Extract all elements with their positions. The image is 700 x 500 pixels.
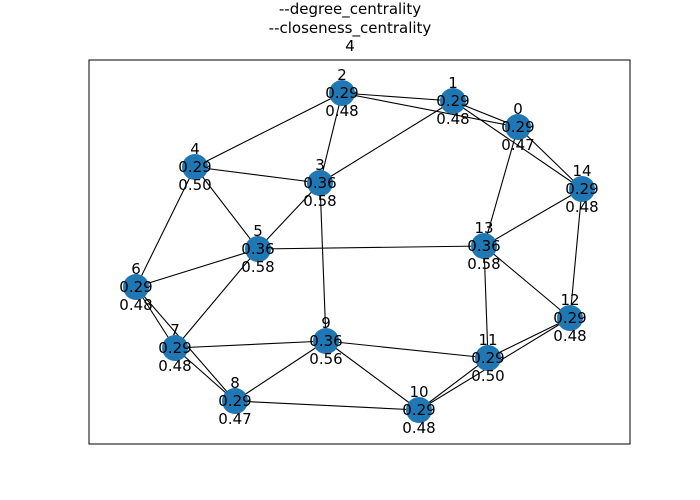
title-line-3: 4 <box>345 37 355 55</box>
edge-12-14 <box>569 188 583 319</box>
node-id-label-11: 11 <box>478 331 497 349</box>
edge-4-5 <box>194 166 259 250</box>
node-id-label-14: 14 <box>572 162 591 180</box>
node-id-label-8: 8 <box>230 374 240 392</box>
node-closeness-label-13: 0.58 <box>467 255 500 273</box>
edge-9-10 <box>325 340 420 411</box>
edge-7-9 <box>174 340 327 349</box>
node-id-label-10: 10 <box>409 383 428 401</box>
edge-1-3 <box>319 100 454 184</box>
edge-5-13 <box>257 245 485 250</box>
node-1 <box>440 88 466 114</box>
node-id-label-3: 3 <box>315 156 325 174</box>
node-5 <box>245 236 271 262</box>
node-closeness-label-0: 0.47 <box>501 136 534 154</box>
node-id-label-9: 9 <box>321 314 331 332</box>
edge-0-13 <box>483 126 519 247</box>
node-degree-label-10: 0.29 <box>402 401 435 419</box>
edge-0-14 <box>517 126 583 190</box>
node-id-label-2: 2 <box>337 66 347 84</box>
node-2 <box>329 80 355 106</box>
node-closeness-label-6: 0.48 <box>119 296 152 314</box>
node-degree-label-12: 0.29 <box>553 309 586 327</box>
edge-2-4 <box>194 92 343 168</box>
nodes-layer <box>123 80 595 423</box>
edge-10-11 <box>418 357 489 411</box>
node-0 <box>505 114 531 140</box>
node-id-label-12: 12 <box>560 291 579 309</box>
edge-11-13 <box>483 245 489 359</box>
edge-3-4 <box>194 166 321 184</box>
edge-2-3 <box>319 92 343 184</box>
node-closeness-label-8: 0.47 <box>218 410 251 428</box>
node-12 <box>557 305 583 331</box>
node-8 <box>222 388 248 414</box>
node-id-label-1: 1 <box>448 74 458 92</box>
node-4 <box>182 154 208 180</box>
node-degree-label-8: 0.29 <box>218 392 251 410</box>
edge-5-6 <box>135 248 259 288</box>
node-10 <box>406 397 432 423</box>
node-id-label-6: 6 <box>131 260 141 278</box>
edge-12-13 <box>483 245 571 319</box>
node-id-label-0: 0 <box>513 100 523 118</box>
node-degree-label-6: 0.29 <box>119 278 152 296</box>
node-9 <box>313 328 339 354</box>
node-degree-label-2: 0.29 <box>325 84 358 102</box>
edge-1-2 <box>341 92 454 102</box>
node-closeness-label-11: 0.50 <box>471 367 504 385</box>
edge-8-10 <box>234 400 420 411</box>
title-line-1: --degree_centrality <box>278 0 422 18</box>
node-degree-label-3: 0.36 <box>303 174 336 192</box>
node-closeness-label-4: 0.50 <box>178 176 211 194</box>
node-closeness-label-14: 0.48 <box>565 198 598 216</box>
labels-layer: 00.290.4710.290.4820.290.4830.360.5840.2… <box>119 66 598 437</box>
edge-1-14 <box>452 100 583 190</box>
node-degree-label-0: 0.29 <box>501 118 534 136</box>
node-degree-label-4: 0.29 <box>178 158 211 176</box>
node-degree-label-5: 0.36 <box>241 240 274 258</box>
edge-4-6 <box>135 166 196 288</box>
node-closeness-label-2: 0.48 <box>325 102 358 120</box>
node-3 <box>307 170 333 196</box>
node-degree-label-7: 0.29 <box>158 339 191 357</box>
node-id-label-7: 7 <box>170 321 180 339</box>
node-degree-label-13: 0.36 <box>467 237 500 255</box>
node-closeness-label-10: 0.48 <box>402 419 435 437</box>
plot-frame <box>88 59 631 445</box>
node-closeness-label-5: 0.58 <box>241 258 274 276</box>
node-11 <box>475 345 501 371</box>
node-closeness-label-7: 0.48 <box>158 357 191 375</box>
edge-13-14 <box>483 188 583 247</box>
node-id-label-4: 4 <box>190 140 200 158</box>
node-7 <box>162 335 188 361</box>
edge-11-12 <box>487 317 571 359</box>
node-id-label-13: 13 <box>474 219 493 237</box>
node-13 <box>471 233 497 259</box>
node-closeness-label-3: 0.58 <box>303 192 336 210</box>
edge-5-7 <box>174 248 259 349</box>
title-line-2: --closeness_centrality <box>268 19 432 37</box>
node-degree-label-9: 0.36 <box>309 332 342 350</box>
edge-8-9 <box>234 340 327 402</box>
edge-0-2 <box>341 92 519 128</box>
edges-layer <box>135 92 583 411</box>
edge-7-8 <box>174 347 236 402</box>
node-degree-label-14: 0.29 <box>565 180 598 198</box>
node-degree-label-1: 0.29 <box>436 92 469 110</box>
node-closeness-label-1: 0.48 <box>436 110 469 128</box>
node-closeness-label-9: 0.56 <box>309 350 342 368</box>
edge-9-11 <box>325 340 489 359</box>
edge-3-5 <box>257 182 321 250</box>
node-14 <box>569 176 595 202</box>
node-id-label-5: 5 <box>253 222 263 240</box>
node-6 <box>123 274 149 300</box>
node-degree-label-11: 0.29 <box>471 349 504 367</box>
edge-3-9 <box>319 182 327 342</box>
node-closeness-label-12: 0.48 <box>553 327 586 345</box>
